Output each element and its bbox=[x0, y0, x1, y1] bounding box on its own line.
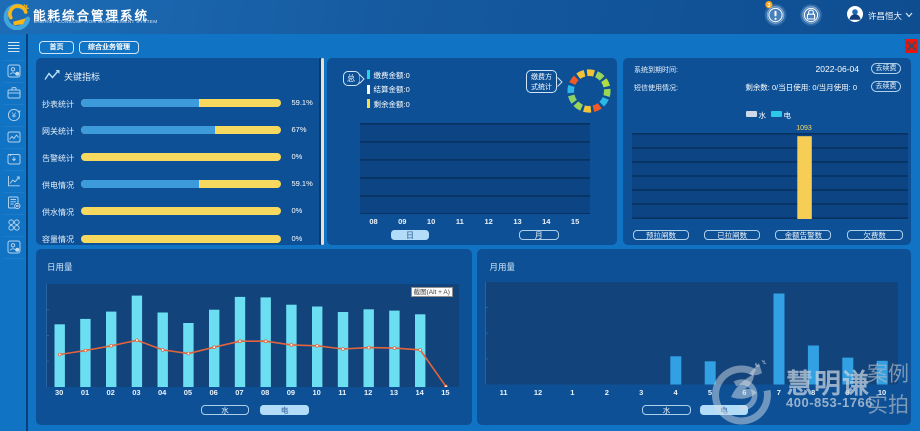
svg-text:3: 3 bbox=[767, 3, 770, 9]
svg-text:¥: ¥ bbox=[12, 110, 17, 119]
